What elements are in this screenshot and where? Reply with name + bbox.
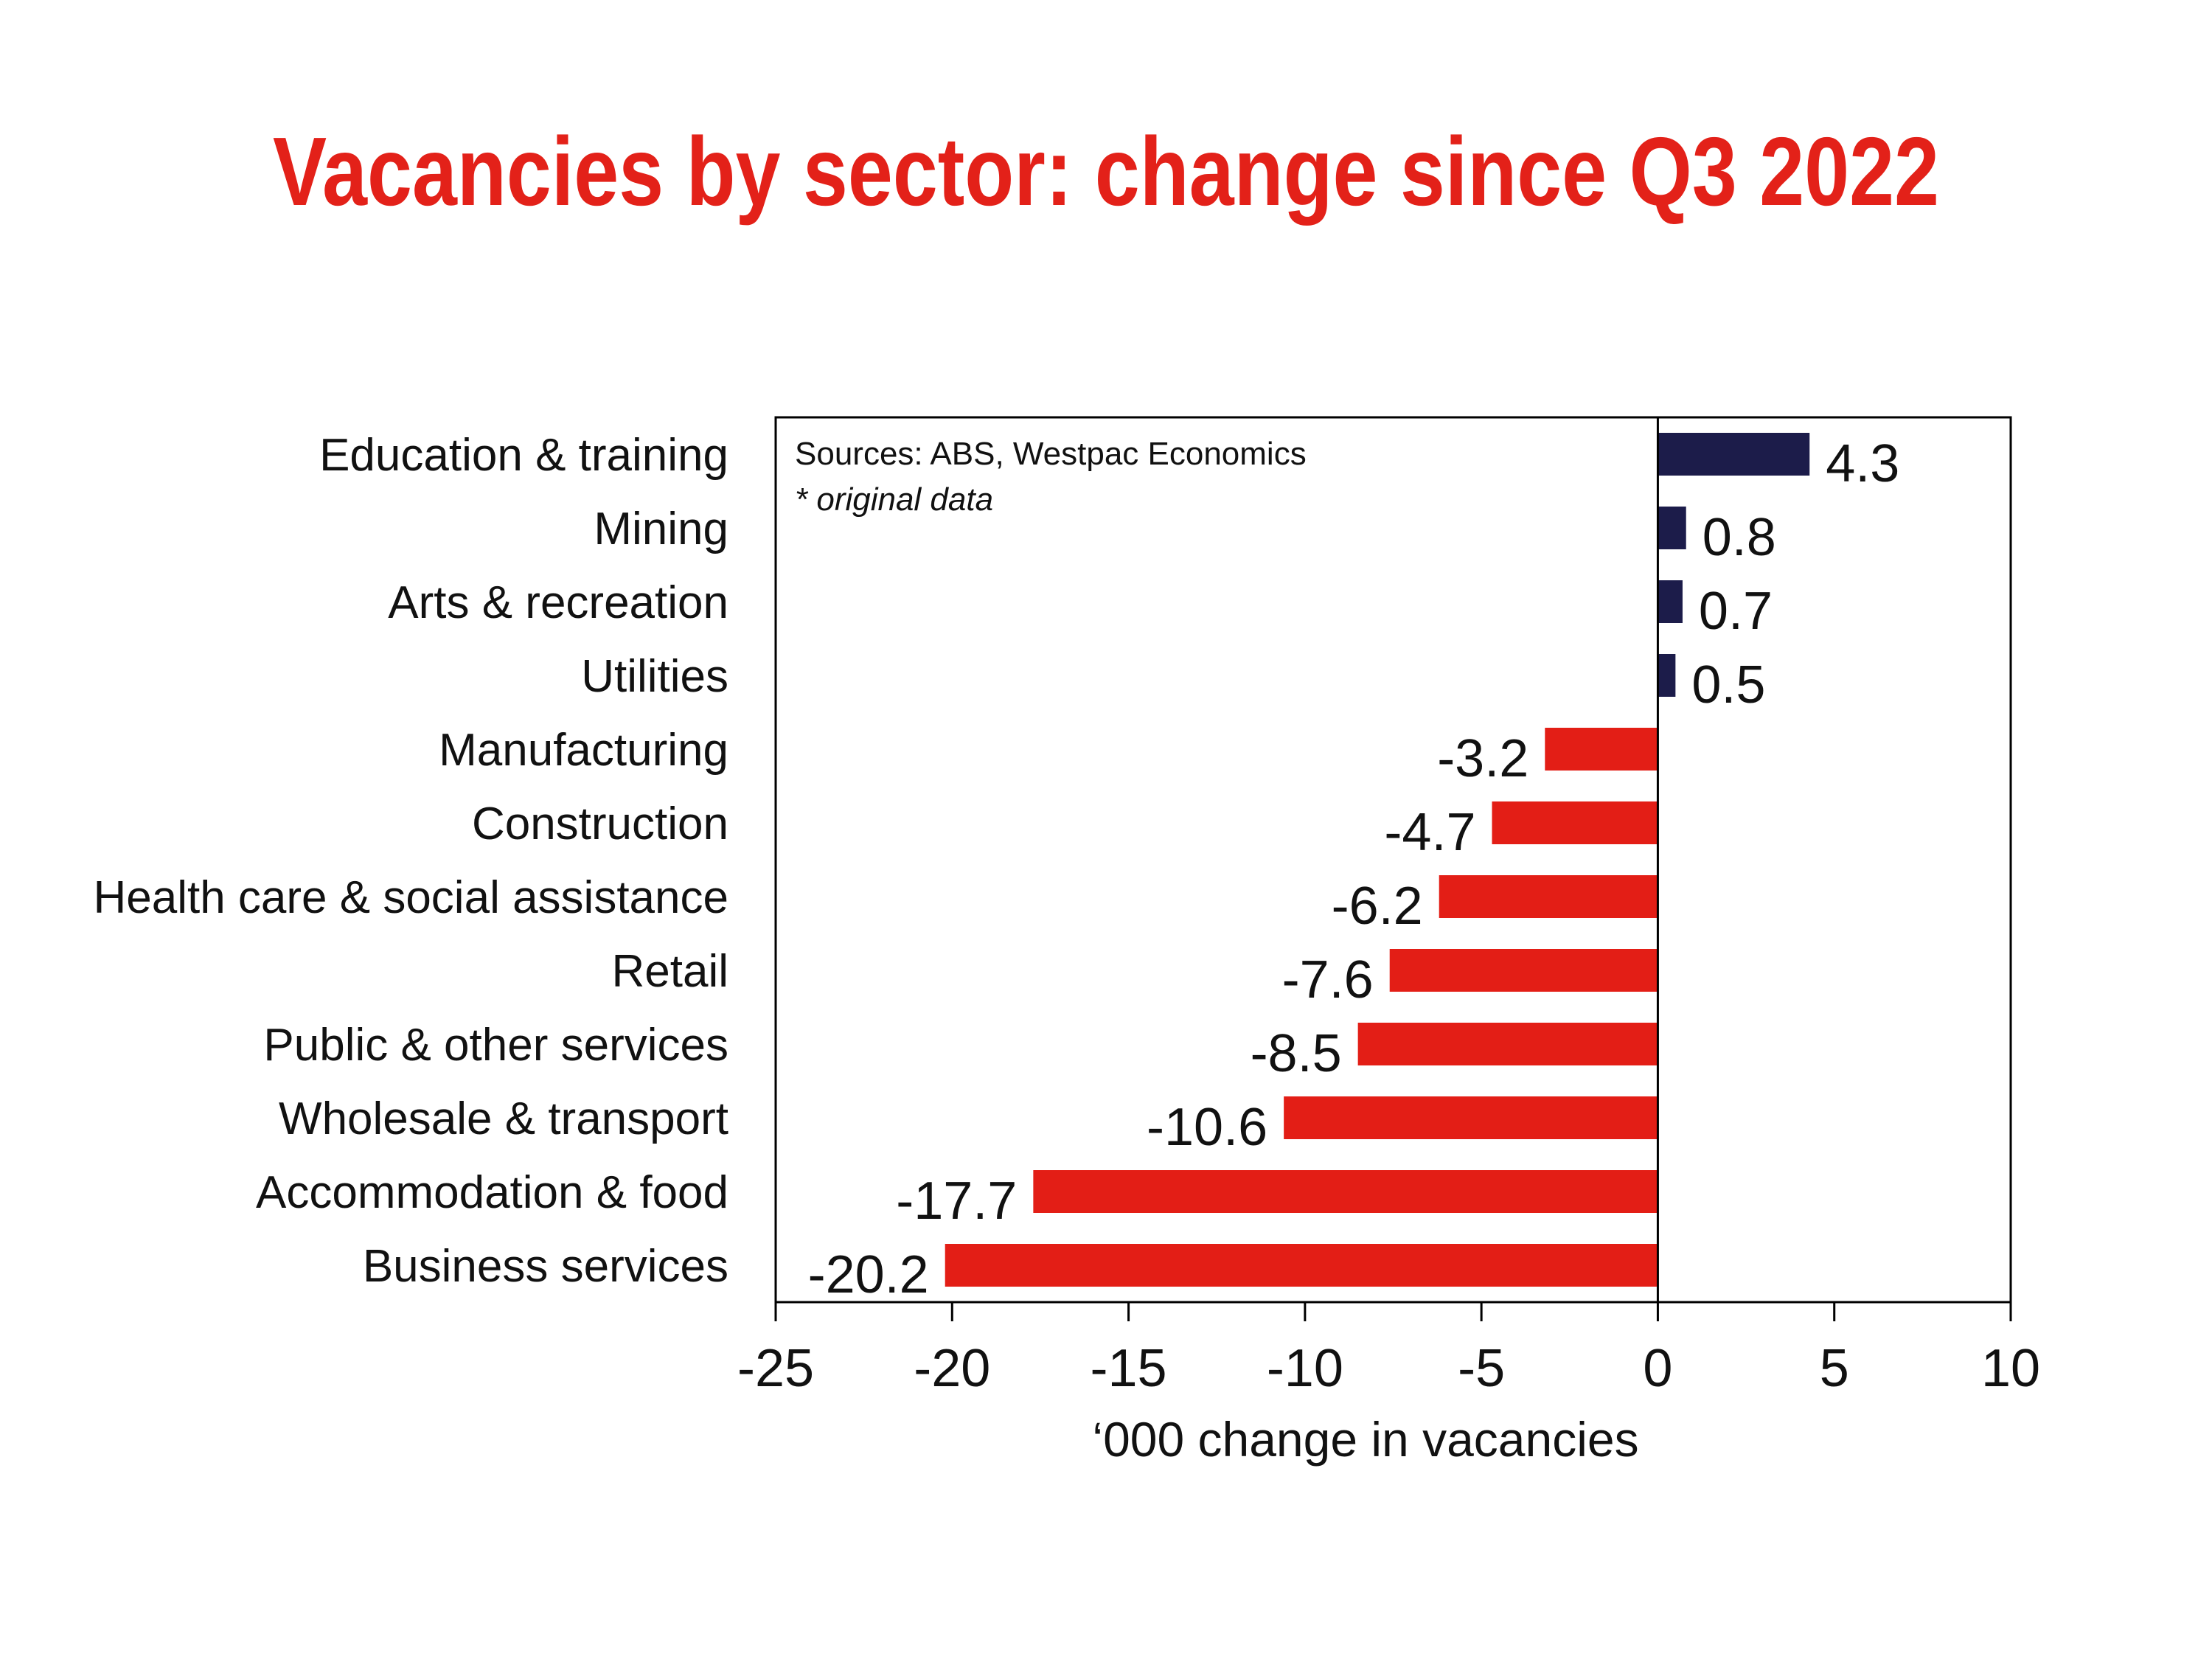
x-tick-label: -20: [914, 1339, 990, 1398]
chart-title: Vacancies by sector: change since Q3 202…: [273, 117, 1939, 226]
category-label: Wholesale & transport: [279, 1093, 728, 1144]
data-label: -4.7: [1384, 803, 1475, 862]
data-label: 0.8: [1703, 508, 1776, 567]
bar-wholesale-and-transport: [1284, 1096, 1658, 1139]
category-label: Public & other services: [263, 1020, 728, 1071]
value-labels: 4.3 0.8 0.7 0.5 -3.2 -4.7 -6.2 -7.6 -8.5 -10.6 -17…: [808, 434, 1900, 1304]
x-tick-label: -10: [1267, 1339, 1343, 1398]
category-label: Construction: [472, 799, 728, 849]
data-label: -17.7: [896, 1172, 1017, 1231]
plot-frame: [774, 416, 2012, 1304]
x-tick-label: 0: [1643, 1339, 1672, 1398]
data-label: 4.3: [1826, 434, 1899, 493]
category-label: Business services: [363, 1241, 728, 1292]
x-tick-label: -15: [1091, 1339, 1167, 1398]
bar-business-services: [945, 1244, 1658, 1287]
data-label: -7.6: [1282, 950, 1374, 1009]
bar-health-care-and-social-assistance: [1439, 875, 1658, 918]
source-note: Sources: ABS, Westpac Economics: [795, 436, 1307, 472]
bar-public-and-other-services: [1357, 1023, 1658, 1065]
original-data-note: * original data: [795, 481, 993, 518]
x-tick-label: -25: [737, 1339, 814, 1398]
category-label: Health care & social assistance: [93, 872, 728, 923]
bars-layer: [945, 433, 1810, 1287]
data-label: -10.6: [1147, 1098, 1267, 1157]
x-tick-label: 5: [1820, 1339, 1849, 1398]
category-label: Utilities: [581, 651, 728, 702]
bar-manufacturing: [1545, 728, 1658, 771]
x-tick-label: 10: [1981, 1339, 2040, 1398]
data-label: -20.2: [808, 1245, 929, 1304]
bar-arts-and-recreation: [1658, 580, 1683, 623]
category-label: Mining: [594, 504, 728, 554]
data-label: -3.2: [1437, 729, 1528, 788]
x-tick-label: -5: [1458, 1339, 1505, 1398]
bar-utilities: [1658, 654, 1676, 697]
category-label: Accommodation & food: [256, 1167, 728, 1218]
data-label: 0.5: [1691, 655, 1765, 714]
data-label: -8.5: [1251, 1024, 1342, 1083]
bar-accommodation-and-food: [1033, 1170, 1658, 1213]
bar-construction: [1492, 801, 1658, 844]
data-label: 0.7: [1699, 582, 1773, 641]
category-label: Manufacturing: [439, 725, 728, 776]
category-labels: Education & training Mining Arts & recreat…: [93, 430, 728, 1292]
bar-mining: [1658, 507, 1686, 549]
data-label: -6.2: [1332, 877, 1423, 936]
category-label: Arts & recreation: [388, 577, 728, 628]
x-axis: -25 -20 -15 -10 -5 0 5 10: [737, 1302, 2040, 1398]
category-label: Retail: [611, 946, 728, 997]
x-axis-label: ‘000 change in vacancies: [1092, 1412, 1638, 1467]
bar-retail: [1389, 949, 1658, 992]
bar-education-and-training: [1658, 433, 1810, 476]
category-label: Education & training: [319, 430, 728, 481]
